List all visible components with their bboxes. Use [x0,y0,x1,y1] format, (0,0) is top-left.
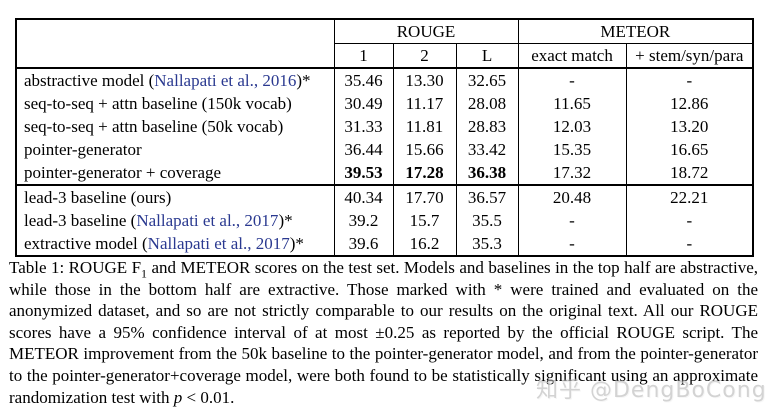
score-cell: 15.7 [392,209,457,232]
model-name-text: lead-3 baseline ( [24,211,137,230]
caption-text: < 0.01. [182,387,235,407]
score-cell: 39.53 [333,161,394,185]
model-name-cell: seq-to-seq + attn baseline (150k vocab) [15,92,335,115]
score-cell: 31.33 [333,115,394,138]
model-name-text: pointer-generator + coverage [24,163,222,182]
score-cell: 17.32 [517,161,627,185]
citation-link[interactable]: Nallapati et al., 2017 [136,211,279,230]
model-name-cell: lead-3 baseline (ours) [15,184,335,209]
score-cell: - [625,232,754,256]
model-name-text: seq-to-seq + attn baseline (50k vocab) [24,117,284,136]
score-cell: 35.5 [455,209,519,232]
score-cell: 28.83 [455,115,519,138]
score-cell: 20.48 [517,184,627,209]
score-cell: 35.46 [333,68,394,92]
score-cell: 17.28 [392,161,457,185]
table-group-abstractive: abstractive model (Nallapati et al., 201… [15,68,754,185]
table-header: ROUGE METEOR 1 2 L exact match + stem/sy… [15,19,754,69]
table-row: seq-to-seq + attn baseline (50k vocab) 31… [15,115,754,138]
score-cell: 11.65 [517,92,627,115]
score-cell: 12.86 [625,92,754,115]
model-name-text: abstractive model ( [24,71,155,90]
caption-variable: p [173,387,183,407]
score-cell: 15.66 [392,138,457,161]
model-name-cell: lead-3 baseline (Nallapati et al., 2017)… [15,209,335,232]
score-cell: 17.70 [392,184,457,209]
table-row: lead-3 baseline (Nallapati et al., 2017)… [15,209,754,232]
table-group-extractive: lead-3 baseline (ours) 40.34 17.70 36.57 20.… [15,184,754,256]
score-cell: 15.35 [517,138,627,161]
score-cell: 11.17 [392,92,457,115]
column-header-exact-match: exact match [517,43,627,69]
column-header-rouge-l: L [455,43,519,69]
header-group-row: ROUGE METEOR [15,19,754,69]
results-table-container: ROUGE METEOR 1 2 L exact match + stem/sy… [15,18,755,257]
score-cell: - [517,68,627,92]
score-cell: 12.03 [517,115,627,138]
score-cell: 36.38 [455,161,519,185]
table-caption: Table 1: ROUGE F1 and METEOR scores on t… [9,257,758,408]
score-cell: - [625,68,754,92]
model-name-suffix: )* [278,211,293,230]
model-name-cell: pointer-generator [15,138,335,161]
table-row: pointer-generator + coverage 39.53 17.28 36… [15,161,754,185]
table-row: lead-3 baseline (ours) 40.34 17.70 36.57 20.… [15,184,754,209]
score-cell: 13.20 [625,115,754,138]
model-name-text: pointer-generator [24,140,142,159]
model-name-suffix: )* [289,234,304,253]
model-name-cell: pointer-generator + coverage [15,161,335,185]
table-row: abstractive model (Nallapati et al., 201… [15,68,754,92]
score-cell: 36.44 [333,138,394,161]
score-cell: - [517,232,627,256]
score-cell: 36.57 [455,184,519,209]
table-row: seq-to-seq + attn baseline (150k vocab) 3… [15,92,754,115]
score-cell: - [625,209,754,232]
caption-text: and METEOR scores on the test set. Model… [9,258,758,407]
rouge-column-group-header: ROUGE [333,19,519,44]
column-header-stem-syn-para: + stem/syn/para [625,43,754,69]
score-cell: 22.21 [625,184,754,209]
caption-subscript: 1 [141,266,148,281]
score-cell: 16.65 [625,138,754,161]
score-cell: 33.42 [455,138,519,161]
corner-cell [15,19,335,69]
results-table: ROUGE METEOR 1 2 L exact match + stem/sy… [15,18,755,257]
score-cell: 40.34 [333,184,394,209]
header-sub-row: 1 2 L exact match + stem/syn/para [16,43,754,69]
table-row: extractive model (Nallapati et al., 2017… [15,232,754,256]
column-header-rouge-2: 2 [392,43,457,69]
score-cell: 28.08 [455,92,519,115]
citation-link[interactable]: Nallapati et al., 2016 [154,71,297,90]
score-cell: 39.2 [333,209,394,232]
score-cell: 35.3 [455,232,519,256]
meteor-column-group-header: METEOR [517,19,754,44]
caption-text: Table 1: ROUGE F [9,258,142,277]
score-cell: - [517,209,627,232]
model-name-text: extractive model ( [24,234,148,253]
citation-link[interactable]: Nallapati et al., 2017 [147,234,290,253]
score-cell: 39.6 [333,232,394,256]
table-row: pointer-generator 36.44 15.66 33.42 15.35 16.… [15,138,754,161]
model-name-text: lead-3 baseline (ours) [24,188,172,207]
score-cell: 16.2 [392,232,457,256]
score-cell: 11.81 [392,115,457,138]
model-name-cell: abstractive model (Nallapati et al., 201… [15,68,335,92]
column-header-rouge-1: 1 [333,43,394,69]
score-cell: 18.72 [625,161,754,185]
model-name-text: seq-to-seq + attn baseline (150k vocab) [24,94,292,113]
score-cell: 13.30 [392,68,457,92]
model-name-cell: extractive model (Nallapati et al., 2017… [15,232,335,256]
model-name-cell: seq-to-seq + attn baseline (50k vocab) [15,115,335,138]
model-name-suffix: )* [296,71,311,90]
score-cell: 30.49 [333,92,394,115]
score-cell: 32.65 [455,68,519,92]
